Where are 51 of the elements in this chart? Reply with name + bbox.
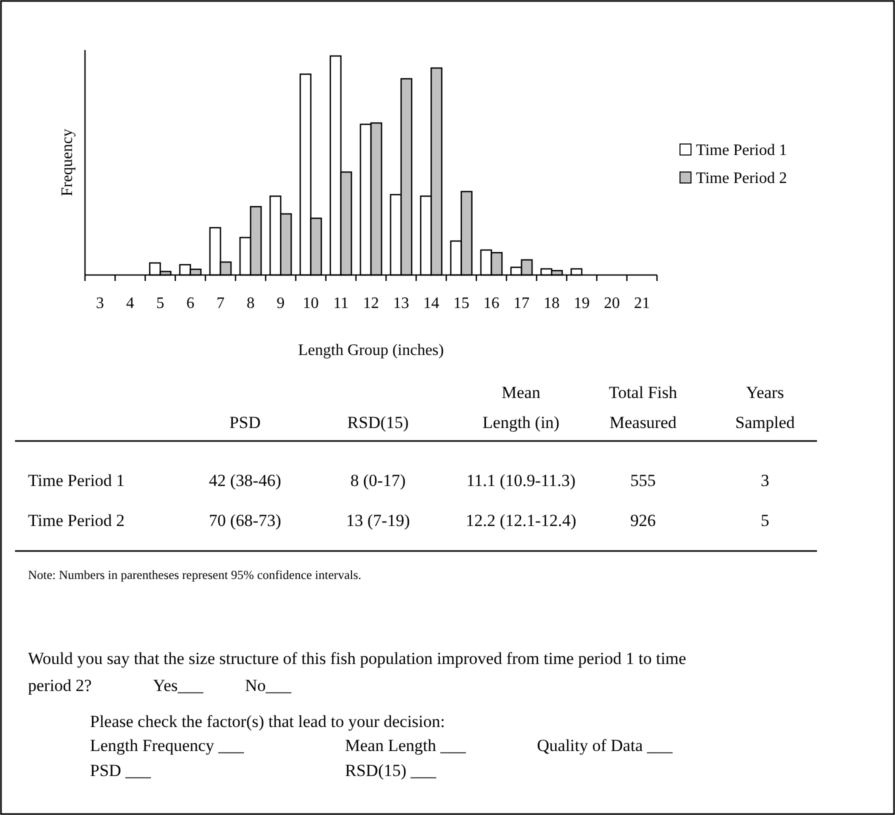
x-tick-label: 18 <box>544 295 560 312</box>
text: Quality of Data ___ <box>537 736 673 755</box>
text: 13 (7-19) <box>346 511 410 530</box>
x-tick-label: 12 <box>363 295 379 312</box>
x-tick-label: 9 <box>276 295 285 312</box>
text: Time Period 1 <box>28 471 125 490</box>
text: Mean Length ___ <box>345 736 466 755</box>
text: No___ <box>245 676 292 695</box>
text: RSD(15) ___ <box>345 761 437 780</box>
text: Time Period 2 <box>28 511 125 530</box>
legend-label: Time Period 1 <box>696 142 787 159</box>
text: Yes___ <box>153 676 204 695</box>
text: 926 <box>630 511 656 530</box>
x-tick-label: 17 <box>514 295 530 312</box>
x-tick-label: 20 <box>604 295 620 312</box>
x-tick-label: 11 <box>333 295 349 312</box>
text: RSD(15) <box>347 413 409 432</box>
text: 12.2 (12.1-12.4) <box>466 511 576 530</box>
text: Years Sampled <box>735 383 796 432</box>
text: 555 <box>630 471 656 490</box>
x-tick-label: 10 <box>302 295 319 312</box>
text: 42 (38-46) <box>208 471 282 490</box>
x-tick-label: 7 <box>216 295 224 312</box>
x-tick-label: 4 <box>126 295 134 312</box>
x-tick-label: 13 <box>393 295 410 312</box>
x-axis-title: Length Group (inches) <box>298 342 444 359</box>
text: Length Frequency ___ <box>90 736 244 755</box>
text: PSD ___ <box>90 761 152 780</box>
x-tick-label: 16 <box>483 295 500 312</box>
text: 8 (0-17) <box>350 471 406 490</box>
legend-label: Time Period 2 <box>696 170 787 187</box>
y-axis-title: Frequency <box>59 128 76 196</box>
x-tick-label: 3 <box>96 295 104 312</box>
x-tick-label: 6 <box>186 295 194 312</box>
text: 5 <box>760 511 770 530</box>
text: Would you say that the size structure of this fish population improved from time period 1 to time <box>28 649 686 668</box>
x-tick-label: 21 <box>634 295 650 312</box>
text: 70 (68-73) <box>208 511 282 530</box>
x-tick-label: 8 <box>246 295 255 312</box>
x-tick-label: 14 <box>423 295 440 312</box>
text: period 2? <box>28 676 92 695</box>
text: PSD <box>229 413 261 432</box>
x-tick-label: 5 <box>156 295 164 312</box>
text: Please check the factor(s) that lead to your decision: <box>90 712 445 731</box>
text: 11.1 (10.9-11.3) <box>466 471 576 490</box>
text: Total Fish Measured <box>608 383 678 432</box>
x-tick-label: 19 <box>574 295 590 312</box>
text: 3 <box>760 471 770 490</box>
text: Mean Length (in) <box>482 383 560 432</box>
text: Note: Numbers in parentheses represent 95% confidence intervals. <box>28 568 362 582</box>
x-tick-label: 15 <box>453 295 470 312</box>
